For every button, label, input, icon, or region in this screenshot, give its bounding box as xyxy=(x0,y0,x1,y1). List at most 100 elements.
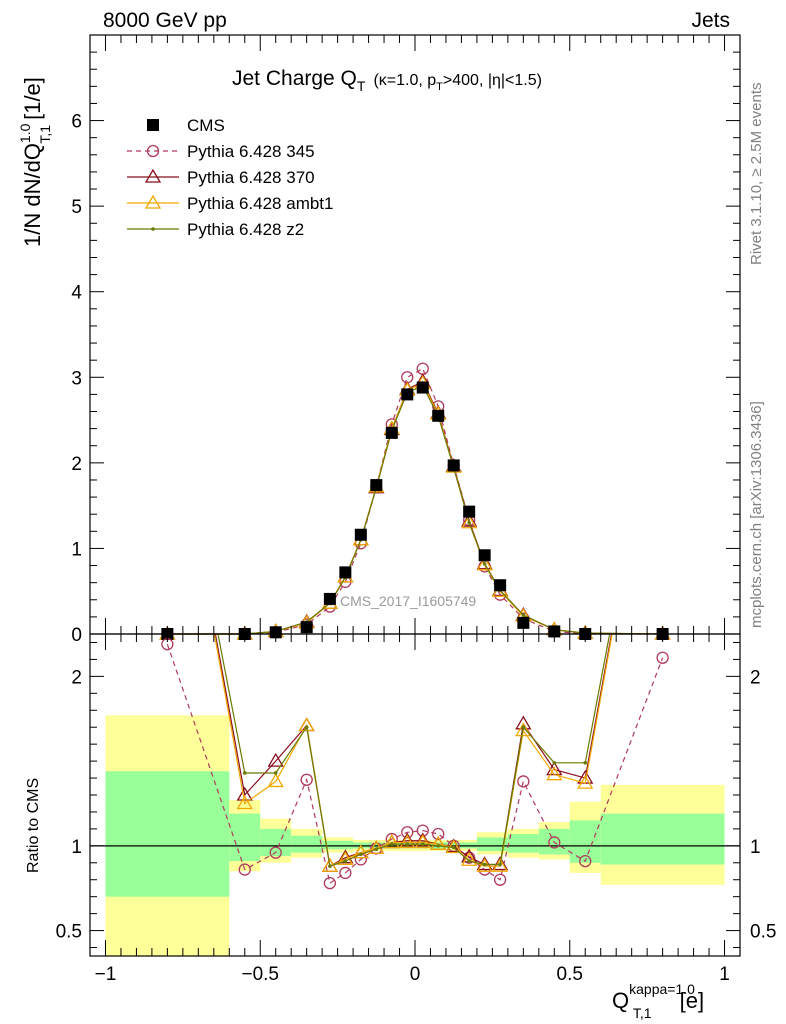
ratio-data-point xyxy=(546,766,563,781)
xlabel-sup: kappa=1.0 xyxy=(629,981,695,997)
ratio-data-point xyxy=(337,851,354,866)
ylabel-bottom: Ratio to CMS xyxy=(25,778,42,873)
ratio-data-point xyxy=(579,854,592,868)
uncertainty-band-inner xyxy=(476,837,508,851)
ytick-label: 2 xyxy=(71,454,82,475)
ratio-data-point xyxy=(493,873,507,886)
data-point xyxy=(463,505,476,518)
ylabel-top-sub: T,1 xyxy=(37,125,53,144)
ratio-data-point xyxy=(374,847,379,852)
ratio-data-point xyxy=(267,752,284,767)
ratio-data-point xyxy=(267,773,284,788)
ytick-label: 1 xyxy=(71,539,82,560)
legend-label: Pythia 6.428 z2 xyxy=(187,220,304,239)
ratio-data-point xyxy=(498,862,502,867)
data-point xyxy=(494,579,507,592)
uncertainty-band-inner xyxy=(569,820,601,863)
data-point xyxy=(416,381,429,394)
ratio-data-point xyxy=(491,857,509,872)
ylabel-top: 1/N dN/dQ1.0 T,1 [1/e] xyxy=(17,77,53,247)
uncertainty-band-inner xyxy=(507,833,539,853)
ratio-data-point xyxy=(515,722,532,737)
uncertainty-band-inner xyxy=(229,813,261,862)
main-panel: 0 1 2 3 4 5 6 xyxy=(71,34,741,646)
title-main: Jet Charge Q xyxy=(232,67,357,90)
header-right: Jets xyxy=(691,9,730,32)
ratio-data-point xyxy=(343,859,348,863)
uncertainty-band-inner xyxy=(600,813,725,865)
ratio-data-point xyxy=(399,834,416,849)
data-point xyxy=(401,388,414,401)
ratio-data-point xyxy=(476,857,493,872)
legend-label: Pythia 6.428 370 xyxy=(187,168,315,187)
ratio-ytick-label-right: 1 xyxy=(750,837,761,858)
ratio-ytick-label: 2 xyxy=(71,667,82,688)
ratio-data-point xyxy=(491,856,509,871)
ratio-data-point xyxy=(451,845,456,850)
ylabel-top-prefix: 1/N dN/dQ xyxy=(20,143,45,247)
data-point xyxy=(461,512,478,527)
xlabel-sub: T,1 xyxy=(633,1005,652,1021)
legend-marker xyxy=(146,144,160,158)
ratio-series-line xyxy=(217,634,611,867)
ratio-data-point xyxy=(269,846,282,859)
ratio-data-point xyxy=(583,761,588,765)
ratio-data-point xyxy=(552,761,557,765)
ratio-data-point xyxy=(482,862,487,867)
ratio-data-point xyxy=(401,826,414,839)
legend-label: Pythia 6.428 345 xyxy=(187,142,315,161)
ytick-label: 6 xyxy=(71,112,82,133)
ratio-data-point xyxy=(238,863,251,876)
xtick-label: 1 xyxy=(719,964,730,985)
ratio-data-point xyxy=(328,864,332,868)
ratio-data-point xyxy=(405,842,410,846)
ratio-data-point xyxy=(352,844,369,859)
title-main-sub: T xyxy=(357,78,366,94)
ratio-data-point xyxy=(420,842,425,846)
legend-marker xyxy=(151,227,155,231)
ytick-label: 3 xyxy=(71,368,82,389)
xtick-label: −1 xyxy=(95,964,117,985)
data-point xyxy=(339,566,352,579)
ratio-data-point xyxy=(521,725,526,730)
ratio-series-line xyxy=(166,643,664,885)
title-kappa-sub: T xyxy=(436,81,443,93)
legend-label: CMS xyxy=(187,116,225,135)
ratio-data-point xyxy=(368,840,385,855)
ytick-label: 4 xyxy=(71,283,82,304)
uncertainty-band-inner xyxy=(322,840,354,850)
data-point xyxy=(370,479,383,492)
ratio-data-point xyxy=(430,835,447,850)
ylabel-top-sup: 1.0 xyxy=(17,123,33,143)
ratio-data-point xyxy=(389,842,394,846)
xlabel-base: Q xyxy=(612,988,629,1013)
data-point xyxy=(385,426,398,439)
ytick-label: 5 xyxy=(71,197,82,218)
ratio-ytick-label: 0.5 xyxy=(56,922,82,943)
analysis-watermark: CMS_2017_I1605749 xyxy=(340,593,476,609)
data-point xyxy=(476,556,493,571)
xtick-label: 0.5 xyxy=(557,964,583,985)
ratio-data-point xyxy=(300,773,313,786)
header-left: 8000 GeV pp xyxy=(103,9,227,32)
ratio-data-point xyxy=(242,771,247,775)
xlabel: Qkappa=1.0 T,1 [e] xyxy=(612,981,704,1021)
ratio-series-line xyxy=(213,634,613,868)
data-point xyxy=(517,616,530,629)
mcplots-label: mcplots.cern.ch [arXiv:1306.3436] xyxy=(748,401,765,628)
data-point xyxy=(432,409,445,422)
ratio-ytick-label-right: 0.5 xyxy=(750,922,776,943)
rivet-label: Rivet 3.1.10, ≥ 2.5M events xyxy=(748,83,765,266)
xtick-label: 0 xyxy=(410,964,421,985)
title-kappa: (κ=1.0, p xyxy=(373,72,436,89)
ratio-data-point xyxy=(467,859,471,863)
uncertainty-band-inner xyxy=(291,835,323,853)
ratio-data-point xyxy=(461,851,478,866)
ratio-data-point xyxy=(323,876,337,890)
legend-marker xyxy=(147,119,159,131)
data-point xyxy=(521,613,526,617)
data-point xyxy=(416,362,429,375)
ratio-data-point xyxy=(445,839,462,854)
legend: CMS Pythia 6.428 345 Pythia 6.428 370 Pythi… xyxy=(127,116,333,239)
